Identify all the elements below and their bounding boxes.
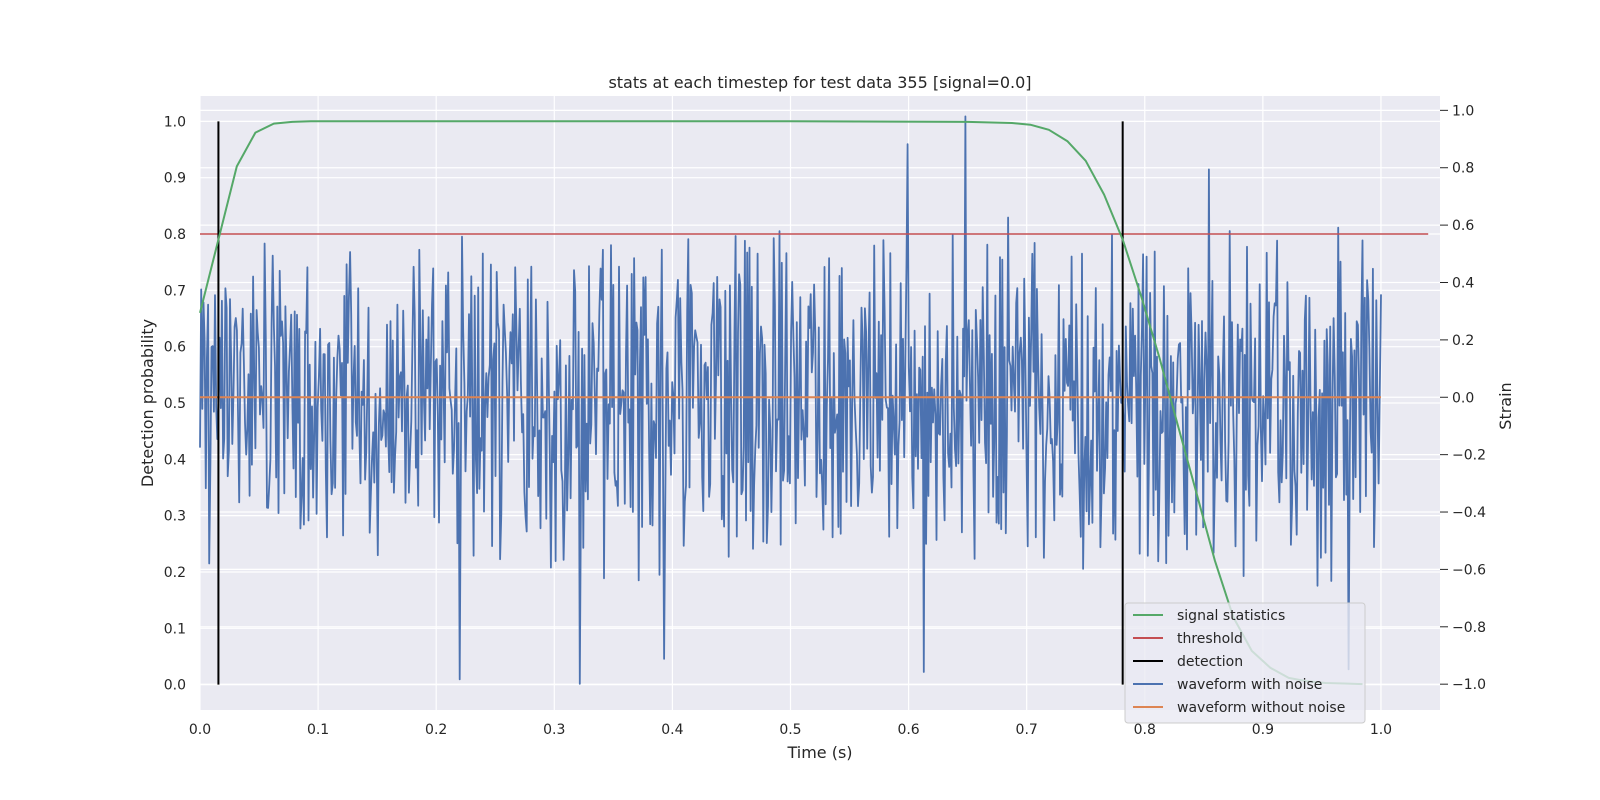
x-tick-label: 0.3 [543,722,565,738]
x-axis-ticks: 0.0 0.1 0.2 0.3 0.4 0.5 0.6 0.7 0.8 0.9 1.0 [189,722,1392,738]
y-right-tick-label: 0.0 [1452,390,1474,406]
x-tick-label: 0.8 [1134,722,1156,738]
y-right-tick-label: 0.6 [1452,218,1474,234]
y-right-tick-label: 0.8 [1452,161,1474,177]
chart-title: stats at each timestep for test data 355… [608,73,1031,92]
legend-label: detection [1177,654,1243,670]
x-axis-label: Time (s) [786,743,852,762]
y-left-tick-label: 1.0 [164,114,186,130]
y-right-tick-label: −0.4 [1452,505,1486,521]
y-left-tick-label: 0.0 [164,678,186,694]
x-tick-label: 0.7 [1016,722,1038,738]
x-tick-label: 0.0 [189,722,211,738]
y-left-tick-label: 0.1 [164,621,186,637]
y-right-tick-label: 0.2 [1452,333,1474,349]
left-axis-ticks: 0.0 0.1 0.2 0.3 0.4 0.5 0.6 0.7 0.8 0.9 1.0 [164,114,186,693]
y-left-tick-label: 0.7 [164,283,186,299]
y-right-tick-label: 0.4 [1452,275,1474,291]
right-axis-ticks: −1.0 −0.8 −0.6 −0.4 −0.2 0.0 0.2 0.4 0.6 0.8 1.0 [1440,103,1486,693]
x-tick-label: 1.0 [1370,722,1392,738]
legend-label: signal statistics [1177,608,1285,624]
x-tick-label: 0.9 [1252,722,1274,738]
y-right-tick-label: −0.6 [1452,562,1486,578]
y-left-tick-label: 0.4 [164,452,186,468]
legend-label: threshold [1177,631,1243,647]
y-right-tick-label: 1.0 [1452,103,1474,119]
x-tick-label: 0.4 [661,722,683,738]
y-right-tick-label: −1.0 [1452,677,1486,693]
y-left-tick-label: 0.9 [164,171,186,187]
legend: signal statistics threshold detection wavef… [1124,602,1366,724]
legend-label: waveform with noise [1177,677,1322,693]
x-tick-label: 0.2 [425,722,447,738]
y-left-tick-label: 0.5 [164,396,186,412]
x-tick-label: 0.5 [779,722,801,738]
y-axis-label-right: Strain [1496,382,1515,429]
waveform-with-noise-line [199,115,1382,685]
legend-items: signal statistics threshold detection wavef… [1133,608,1345,716]
x-tick-label: 0.6 [897,722,919,738]
y-left-tick-label: 0.8 [164,227,186,243]
y-left-tick-label: 0.2 [164,565,186,581]
y-left-tick-label: 0.3 [164,509,186,525]
y-right-tick-label: −0.8 [1452,620,1486,636]
legend-label: waveform without noise [1177,700,1345,716]
y-right-tick-label: −0.2 [1452,448,1486,464]
legend-box [1124,602,1366,724]
y-left-tick-label: 0.6 [164,340,186,356]
y-axis-label-left: Detection probability [138,319,157,487]
x-tick-label: 0.1 [307,722,329,738]
